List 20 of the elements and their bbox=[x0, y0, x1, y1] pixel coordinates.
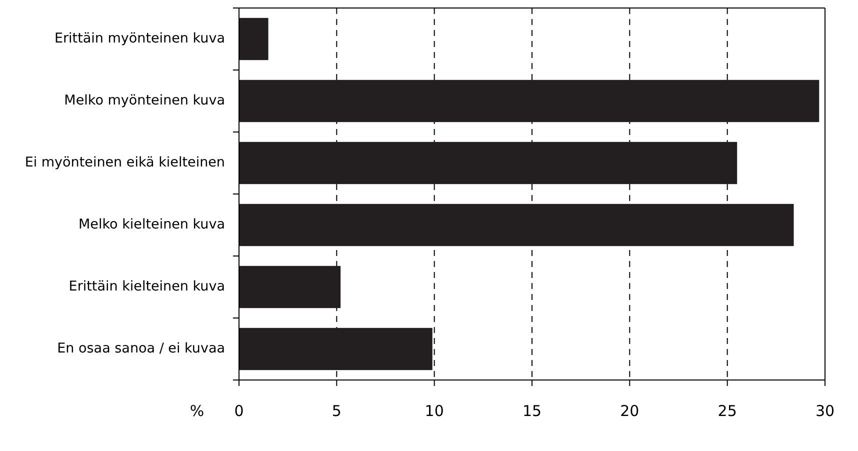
bar bbox=[239, 80, 820, 122]
x-tick-label: 10 bbox=[424, 402, 444, 420]
y-tick-label: Erittäin kielteinen kuva bbox=[68, 278, 225, 295]
bar bbox=[239, 328, 432, 370]
x-tick-label: 30 bbox=[815, 402, 835, 420]
x-tick-label: 20 bbox=[620, 402, 640, 420]
y-tick-label: Ei myönteinen eikä kielteinen bbox=[24, 154, 225, 171]
y-tick-label: Erittäin myönteinen kuva bbox=[54, 30, 225, 47]
x-tick-label: 0 bbox=[234, 402, 244, 420]
y-tick-label: Melko kielteinen kuva bbox=[78, 216, 225, 233]
bar bbox=[239, 266, 341, 308]
y-tick-label: Melko myönteinen kuva bbox=[64, 92, 225, 109]
bar bbox=[239, 204, 794, 246]
x-axis-title: % bbox=[190, 402, 204, 420]
x-tick-label: 5 bbox=[332, 402, 342, 420]
bar bbox=[239, 142, 738, 184]
x-tick-label: 15 bbox=[522, 402, 542, 420]
bar bbox=[239, 18, 268, 60]
x-tick-label: 25 bbox=[718, 402, 737, 420]
y-tick-label: En osaa sanoa / ei kuvaa bbox=[57, 340, 225, 357]
